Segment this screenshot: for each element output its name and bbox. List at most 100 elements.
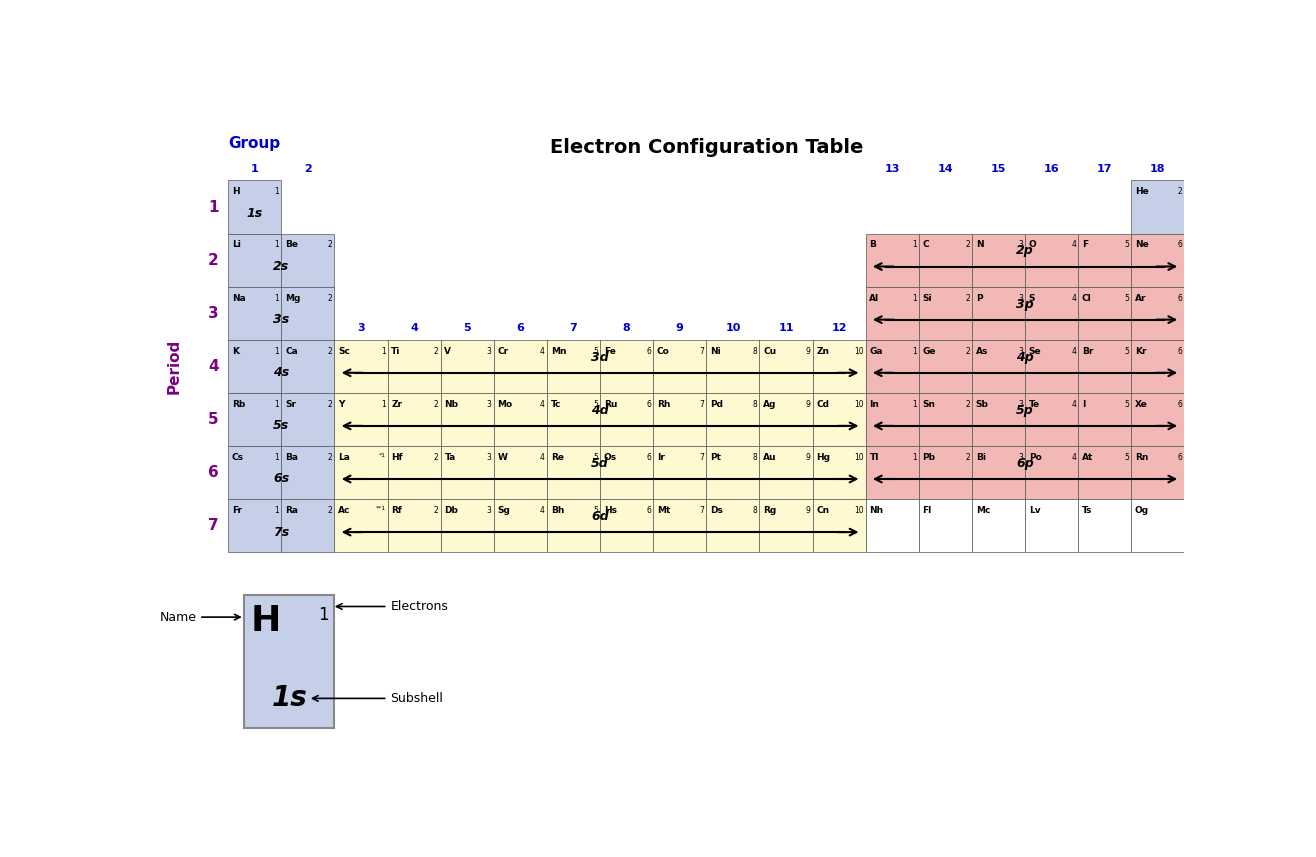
Bar <box>1025 446 1078 499</box>
Bar <box>600 393 653 446</box>
Text: Fr: Fr <box>232 506 242 515</box>
Text: 6: 6 <box>646 347 651 356</box>
Text: 7: 7 <box>699 506 704 515</box>
Text: 10: 10 <box>854 400 863 409</box>
Text: Ca: Ca <box>286 347 297 356</box>
Text: Li: Li <box>232 241 241 249</box>
Text: 4: 4 <box>540 347 545 356</box>
Bar <box>919 499 973 552</box>
Text: 4: 4 <box>1071 453 1076 462</box>
Text: 5: 5 <box>1124 453 1129 462</box>
Text: 6d: 6d <box>591 510 609 523</box>
Text: As: As <box>975 347 988 356</box>
Bar <box>1025 499 1078 552</box>
Text: 4: 4 <box>1071 241 1076 249</box>
Text: Na: Na <box>232 294 246 303</box>
Bar <box>600 446 653 499</box>
Bar <box>1078 499 1132 552</box>
Text: Zr: Zr <box>391 400 403 409</box>
Text: H: H <box>232 188 240 196</box>
Text: Te: Te <box>1029 400 1040 409</box>
Text: Rh: Rh <box>657 400 670 409</box>
Bar <box>1025 234 1078 287</box>
Text: 4: 4 <box>1071 294 1076 303</box>
Text: 2: 2 <box>328 400 333 409</box>
Bar <box>759 499 812 552</box>
Text: Ar: Ar <box>1134 294 1146 303</box>
Text: 2: 2 <box>434 453 438 462</box>
Text: 1: 1 <box>912 294 917 303</box>
Text: P: P <box>975 294 982 303</box>
Text: 5: 5 <box>208 412 218 427</box>
Text: 8: 8 <box>753 453 757 462</box>
Text: Tl: Tl <box>870 453 879 462</box>
Bar <box>1078 393 1132 446</box>
Text: La: La <box>338 453 350 462</box>
Text: Nh: Nh <box>870 506 883 515</box>
Bar <box>228 393 282 446</box>
Text: 2: 2 <box>208 253 218 267</box>
Text: 16: 16 <box>1044 164 1059 174</box>
Text: Co: Co <box>657 347 670 356</box>
Text: Ti: Ti <box>391 347 400 356</box>
Bar <box>759 446 812 499</box>
Text: Cu: Cu <box>763 347 776 356</box>
Bar <box>494 499 547 552</box>
Text: 5: 5 <box>463 323 471 333</box>
Bar <box>282 234 334 287</box>
Text: Br: Br <box>1082 347 1094 356</box>
Text: 4: 4 <box>208 359 218 374</box>
Text: Ta: Ta <box>445 453 455 462</box>
Bar <box>1132 499 1184 552</box>
Bar <box>334 340 388 393</box>
Text: Tc: Tc <box>550 400 561 409</box>
Text: 1: 1 <box>912 453 917 462</box>
Text: 1: 1 <box>275 241 279 249</box>
Bar <box>707 499 759 552</box>
Text: C: C <box>923 241 929 249</box>
Text: 3d: 3d <box>591 351 609 363</box>
Text: 2: 2 <box>965 400 970 409</box>
Text: 1: 1 <box>275 347 279 356</box>
Text: Rn: Rn <box>1134 453 1149 462</box>
Text: Al: Al <box>870 294 879 303</box>
Text: 1: 1 <box>275 400 279 409</box>
Text: Zn: Zn <box>816 347 829 356</box>
Text: Fe: Fe <box>604 347 616 356</box>
Bar <box>228 234 282 287</box>
Text: I: I <box>1082 400 1086 409</box>
Bar <box>759 393 812 446</box>
Bar <box>866 287 919 340</box>
Text: Pd: Pd <box>711 400 722 409</box>
Text: 10: 10 <box>854 453 863 462</box>
Text: 2: 2 <box>1178 188 1182 196</box>
Text: Ni: Ni <box>711 347 721 356</box>
Bar <box>812 393 866 446</box>
Text: W: W <box>497 453 508 462</box>
Text: 1: 1 <box>912 400 917 409</box>
Text: Electrons: Electrons <box>391 600 449 613</box>
Text: Mn: Mn <box>550 347 566 356</box>
Text: 2: 2 <box>434 506 438 515</box>
Text: 1: 1 <box>208 200 218 214</box>
Text: 2: 2 <box>304 164 312 174</box>
Text: 7: 7 <box>699 347 704 356</box>
Text: O: O <box>1029 241 1037 249</box>
Bar <box>1025 393 1078 446</box>
Text: 17: 17 <box>1098 164 1112 174</box>
Text: 14: 14 <box>937 164 953 174</box>
Text: 3: 3 <box>1019 347 1023 356</box>
Text: 4s: 4s <box>274 366 290 380</box>
Text: Hs: Hs <box>604 506 617 515</box>
Text: 1: 1 <box>275 453 279 462</box>
Text: 2: 2 <box>965 453 970 462</box>
Text: 10: 10 <box>854 347 863 356</box>
Text: Bh: Bh <box>550 506 565 515</box>
Text: 5d: 5d <box>591 457 609 470</box>
Text: Pt: Pt <box>711 453 721 462</box>
Text: 10: 10 <box>725 323 741 333</box>
Text: Xe: Xe <box>1134 400 1148 409</box>
Text: 18: 18 <box>1150 164 1166 174</box>
Text: 11: 11 <box>778 323 794 333</box>
Text: Cs: Cs <box>232 453 243 462</box>
